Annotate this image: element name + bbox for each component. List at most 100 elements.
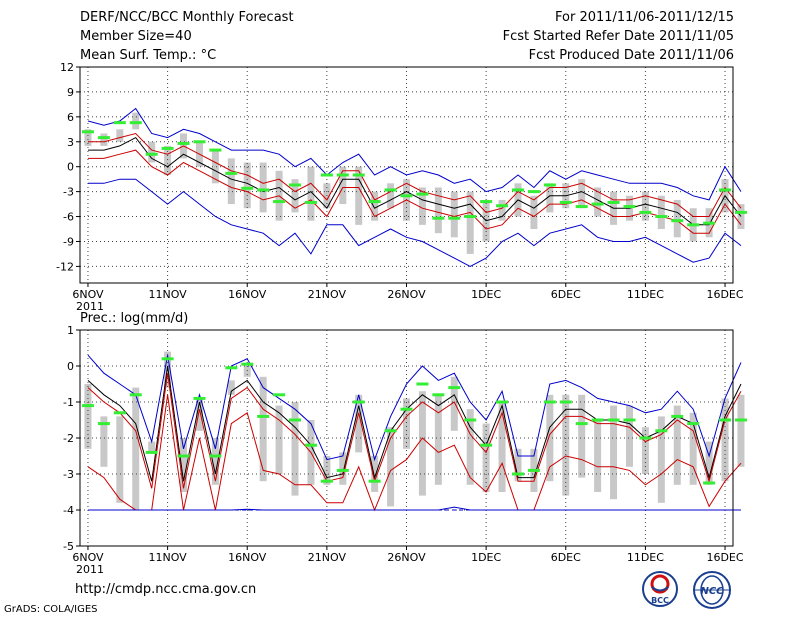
variable-label: Mean Surf. Temp.: °C xyxy=(80,48,217,63)
observation-marker xyxy=(289,183,302,187)
observation-marker xyxy=(559,400,572,404)
x-tick-label: 1DEC xyxy=(471,551,501,564)
y-tick-label: 6 xyxy=(67,111,74,124)
observation-marker xyxy=(671,414,684,418)
observation-marker xyxy=(623,418,636,422)
spread-box xyxy=(594,420,602,492)
spread-box xyxy=(578,394,586,478)
observation-marker xyxy=(384,429,397,433)
spread-box xyxy=(610,405,618,500)
spread-box xyxy=(243,162,251,209)
spread-box xyxy=(657,195,665,229)
spread-box xyxy=(705,441,713,485)
x-tick-label: 11DEC xyxy=(627,551,664,564)
observation-marker xyxy=(575,422,588,426)
observation-marker xyxy=(591,202,604,206)
observation-marker xyxy=(432,393,445,397)
spread-box xyxy=(498,199,506,221)
spread-box xyxy=(84,384,92,449)
observation-marker xyxy=(97,422,110,426)
spread-box xyxy=(625,405,633,467)
source-url[interactable]: http://cmdp.ncc.cma.gov.cn xyxy=(75,582,257,597)
observation-marker xyxy=(225,171,238,175)
observation-marker xyxy=(527,468,540,472)
observation-marker xyxy=(304,443,317,447)
observation-marker xyxy=(432,216,445,220)
observation-marker xyxy=(703,481,716,485)
spread-box xyxy=(546,183,554,213)
y-tick-label: -3 xyxy=(63,468,74,481)
observation-marker xyxy=(655,429,668,433)
spread-box xyxy=(259,162,267,213)
observation-marker xyxy=(734,210,747,214)
spread-box xyxy=(657,416,665,503)
observation-marker xyxy=(464,215,477,219)
spread-box xyxy=(355,166,363,225)
series-line-upper-inner xyxy=(87,373,742,489)
x-tick-label: 11DEC xyxy=(627,288,664,301)
observation-marker xyxy=(591,418,604,422)
spread-box xyxy=(227,380,235,395)
spread-box xyxy=(594,187,602,217)
observation-marker xyxy=(559,200,572,204)
observation-marker xyxy=(209,454,222,458)
observation-marker xyxy=(161,146,174,150)
series-line-minimum xyxy=(88,178,742,267)
spread-box xyxy=(450,376,458,431)
observation-marker xyxy=(543,183,556,187)
spread-box xyxy=(387,427,395,507)
spread-box xyxy=(116,416,124,503)
observation-marker xyxy=(177,141,190,145)
x-tick-label: 16NOV xyxy=(228,551,267,564)
spread-box xyxy=(211,150,219,184)
spread-box xyxy=(434,394,442,485)
spread-box xyxy=(84,129,92,146)
x-tick-label: 16NOV xyxy=(228,288,267,301)
ncc-logo: NCC xyxy=(693,571,731,609)
observation-marker xyxy=(687,223,700,227)
observation-marker xyxy=(241,186,254,190)
x-year-label: 2011 xyxy=(76,300,104,313)
observation-marker xyxy=(145,152,158,156)
grads-credit: GrADS: COLA/IGES xyxy=(4,604,98,615)
observation-marker xyxy=(320,479,333,483)
observation-marker xyxy=(129,393,142,397)
observation-marker xyxy=(496,400,509,404)
observation-marker xyxy=(448,216,461,220)
observation-marker xyxy=(161,357,174,361)
x-tick-label: 11NOV xyxy=(148,551,187,564)
x-tick-label: 26NOV xyxy=(387,551,426,564)
observation-marker xyxy=(543,400,556,404)
observation-marker xyxy=(416,192,429,196)
y-tick-label: -9 xyxy=(63,235,74,248)
y-tick-label: 3 xyxy=(67,136,74,149)
observation-marker xyxy=(703,221,716,225)
spread-box xyxy=(243,366,251,377)
spread-box xyxy=(291,179,299,213)
x-tick-label: 6NOV xyxy=(72,288,104,301)
y-tick-label: -1 xyxy=(63,396,74,409)
y-tick-label: -3 xyxy=(63,186,74,199)
observation-marker xyxy=(81,130,94,134)
spread-box xyxy=(434,187,442,234)
spread-box xyxy=(100,133,108,146)
spread-box xyxy=(180,438,188,492)
observation-marker xyxy=(575,205,588,209)
observation-marker xyxy=(145,450,158,454)
observation-marker xyxy=(97,136,110,140)
y-tick-label: 0 xyxy=(67,161,74,174)
observation-marker xyxy=(400,407,413,411)
observation-marker xyxy=(257,414,270,418)
spread-box xyxy=(498,402,506,492)
spread-box xyxy=(339,452,347,485)
observation-marker xyxy=(448,386,461,390)
spread-box xyxy=(418,391,426,496)
y-tick-label: -2 xyxy=(63,432,74,445)
series-line-lower-inner xyxy=(88,149,742,234)
observation-marker xyxy=(257,188,270,192)
spread-box xyxy=(562,394,570,496)
spread-box xyxy=(673,405,681,485)
spread-box xyxy=(737,394,745,467)
observation-marker xyxy=(273,393,286,397)
